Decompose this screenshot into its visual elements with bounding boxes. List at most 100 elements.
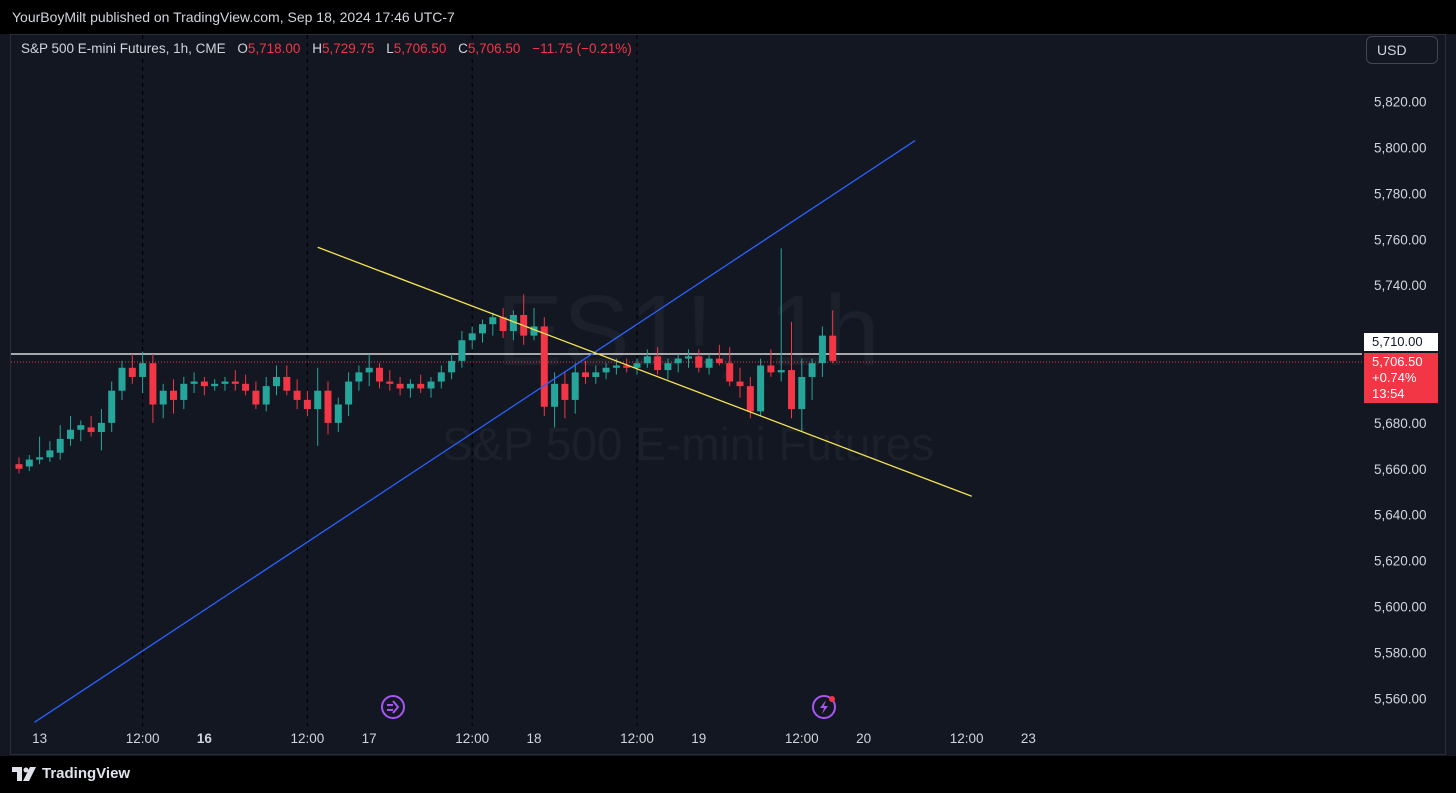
candle[interactable] — [695, 349, 703, 373]
candle-body — [427, 381, 435, 389]
candle-body — [303, 399, 311, 410]
candle[interactable] — [499, 308, 507, 338]
candle[interactable] — [674, 354, 682, 373]
symbol-name[interactable]: S&P 500 E-mini Futures, 1h, CME — [21, 41, 226, 56]
candle[interactable] — [262, 376, 270, 412]
candle[interactable] — [829, 310, 837, 364]
candle[interactable] — [77, 420, 85, 442]
candle[interactable] — [170, 379, 177, 414]
candle[interactable] — [128, 354, 136, 384]
candle[interactable] — [283, 365, 291, 396]
candle[interactable] — [334, 397, 342, 433]
candle[interactable] — [118, 360, 126, 400]
candle[interactable] — [406, 379, 414, 398]
candle[interactable] — [355, 365, 363, 391]
candle[interactable] — [190, 372, 198, 394]
candle-body — [726, 363, 734, 382]
candle-body — [777, 370, 785, 373]
reference-price-label: 5,710.00 — [1364, 333, 1438, 351]
candle[interactable] — [458, 331, 466, 368]
candle-body — [231, 381, 239, 384]
blue-trendline[interactable] — [34, 140, 916, 723]
candle[interactable] — [211, 379, 219, 391]
candle[interactable] — [108, 381, 116, 433]
candle[interactable] — [715, 344, 723, 366]
candle[interactable] — [159, 383, 167, 419]
candle[interactable] — [324, 381, 332, 435]
candle[interactable] — [633, 358, 641, 375]
event-icon-dividend[interactable] — [381, 695, 405, 719]
candle[interactable] — [788, 321, 795, 419]
candle[interactable] — [242, 374, 250, 396]
yellow-trendline[interactable] — [317, 246, 972, 497]
candle[interactable] — [231, 370, 239, 391]
candle[interactable] — [736, 367, 744, 398]
candle-body — [170, 390, 177, 400]
candle-body — [633, 363, 641, 368]
candle-body — [530, 326, 538, 336]
candle[interactable] — [479, 319, 486, 343]
candle[interactable] — [757, 358, 765, 416]
candle[interactable] — [376, 363, 383, 389]
candle[interactable] — [36, 436, 44, 465]
candle[interactable] — [777, 248, 785, 382]
candle[interactable] — [654, 347, 662, 375]
candle[interactable] — [437, 365, 445, 389]
candle[interactable] — [798, 358, 806, 433]
candle[interactable] — [571, 363, 579, 414]
currency-button[interactable]: USD — [1366, 36, 1438, 64]
candle[interactable] — [87, 415, 95, 437]
candle[interactable] — [252, 381, 260, 410]
candle[interactable] — [551, 372, 559, 428]
candle[interactable] — [180, 376, 188, 410]
candle[interactable] — [293, 379, 301, 410]
candle[interactable] — [530, 308, 538, 341]
candle[interactable] — [685, 349, 692, 368]
y-tick-label: 5,820.00 — [1374, 95, 1427, 110]
bar-countdown: 13:54 — [1372, 386, 1405, 401]
candle[interactable] — [97, 409, 105, 451]
candle[interactable] — [67, 415, 74, 446]
candle[interactable] — [15, 457, 23, 474]
candle[interactable] — [221, 376, 229, 391]
candle[interactable] — [489, 312, 497, 336]
candle[interactable] — [56, 425, 64, 460]
candle[interactable] — [139, 351, 147, 394]
candle[interactable] — [448, 354, 456, 380]
candle[interactable] — [592, 365, 600, 384]
candle[interactable] — [602, 363, 610, 380]
candle[interactable] — [643, 349, 651, 368]
candle[interactable] — [345, 372, 353, 416]
candle[interactable] — [417, 374, 425, 394]
x-tick-label: 12:00 — [950, 731, 984, 746]
event-icon-economic[interactable] — [812, 695, 836, 719]
candle[interactable] — [726, 347, 734, 387]
candle[interactable] — [664, 358, 672, 380]
candle-body — [582, 372, 589, 377]
y-tick-label: 5,620.00 — [1374, 554, 1427, 569]
candle-body — [97, 422, 105, 433]
candle[interactable] — [365, 354, 373, 387]
candle[interactable] — [427, 376, 435, 398]
candle[interactable] — [582, 360, 589, 384]
candle[interactable] — [303, 390, 311, 416]
candle[interactable] — [149, 354, 157, 423]
candle-body — [757, 365, 765, 412]
candle[interactable] — [25, 454, 33, 472]
candle[interactable] — [396, 376, 404, 396]
candle[interactable] — [314, 367, 322, 446]
candle[interactable] — [767, 349, 775, 377]
candle[interactable] — [705, 354, 713, 375]
candle[interactable] — [468, 326, 476, 350]
candle[interactable] — [386, 370, 394, 391]
candle[interactable] — [808, 358, 816, 400]
candle[interactable] — [200, 376, 208, 396]
candle[interactable] — [818, 326, 826, 377]
candle[interactable] — [561, 372, 569, 419]
candle[interactable] — [273, 365, 280, 396]
candle[interactable] — [509, 310, 517, 341]
x-tick-label: 16 — [197, 731, 213, 746]
candle[interactable] — [46, 441, 54, 462]
tradingview-logo[interactable]: TradingView — [12, 765, 130, 782]
